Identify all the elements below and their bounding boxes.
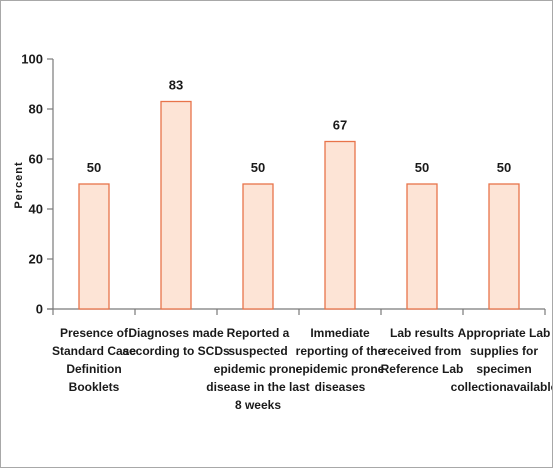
data-label: 50	[251, 160, 265, 175]
x-category-label: Appropriate Lab supplies for specimen colle…	[451, 326, 552, 394]
bar	[78, 183, 110, 310]
y-tick-label: 100	[21, 52, 43, 67]
data-label: 50	[497, 160, 511, 175]
y-tick-label: 80	[29, 102, 43, 117]
data-label: 67	[333, 118, 347, 133]
x-category-label: Diagnoses made according to SCDs	[122, 326, 230, 358]
y-tick-label: 40	[29, 202, 43, 217]
bar	[406, 183, 438, 310]
data-label: 50	[87, 160, 101, 175]
bar	[160, 100, 192, 310]
y-tick-label: 60	[29, 152, 43, 167]
bar	[242, 183, 274, 310]
x-category-label: Lab results received from Reference Lab	[381, 326, 464, 376]
bar	[324, 140, 356, 310]
data-label: 50	[415, 160, 429, 175]
x-category-label: Presence of Standard Case Definition Bookle…	[52, 326, 136, 394]
x-category-label: Immediate reporting of the epidemic prone d…	[296, 326, 385, 394]
bar	[488, 183, 520, 310]
y-tick-label: 0	[36, 302, 43, 317]
y-axis-title: Percent	[13, 161, 25, 208]
x-category-label: Reported a suspected epidemic prone disease…	[206, 326, 309, 412]
y-tick-label: 20	[29, 252, 43, 267]
data-label: 83	[169, 78, 183, 93]
